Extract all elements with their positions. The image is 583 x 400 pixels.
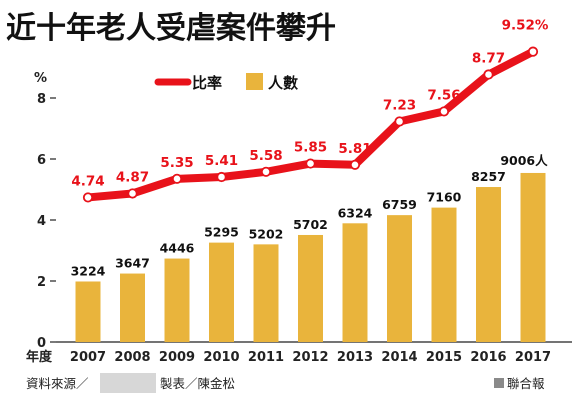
x-tick-label: 2013 <box>337 350 373 365</box>
rate-point <box>260 166 272 177</box>
chart-title: 近十年老人受虐案件攀升 <box>6 11 336 46</box>
y-tick-label: 0 <box>37 336 46 351</box>
rate-labels: 4.74 4.87 5.35 5.41 5.58 5.85 5.81 7.23 7.56 8.77… <box>71 18 549 190</box>
rate-point <box>438 106 450 117</box>
bar-value-label: 9006人 <box>500 153 548 168</box>
x-axis-prefix: 年度 <box>26 349 53 365</box>
y-unit-label: % <box>34 71 47 86</box>
legend: 比率 人數 <box>154 73 298 92</box>
rate-point <box>349 159 361 170</box>
bar <box>75 281 101 342</box>
x-tick-label: 2009 <box>159 350 195 365</box>
rate-value-label: 5.35 <box>160 155 193 171</box>
bar <box>431 207 457 342</box>
legend-label-count: 人數 <box>268 74 298 92</box>
bar <box>476 187 501 342</box>
rate-value-label: 5.58 <box>249 148 282 164</box>
rate-value-label: 7.56 <box>427 87 460 103</box>
bar-value-label: 5202 <box>249 226 284 241</box>
x-tick-label: 2016 <box>470 350 506 365</box>
x-tick-label: 2015 <box>426 350 462 365</box>
x-tick-label: 2011 <box>248 350 284 365</box>
rate-point <box>127 188 138 199</box>
x-tick-label: 2008 <box>114 350 150 365</box>
footer-source: 資料來源／ <box>26 376 89 391</box>
footer-publisher: 聯合報 <box>507 376 545 391</box>
rate-value-label: 8.77 <box>472 51 505 67</box>
bar <box>387 215 412 342</box>
bar-value-label: 3224 <box>71 263 106 278</box>
rate-point <box>483 69 494 80</box>
publisher-mark <box>494 378 504 388</box>
y-tick-label: 2 <box>37 275 46 290</box>
bar-value-label: 7160 <box>427 190 462 205</box>
y-tick-label: 6 <box>37 153 46 168</box>
bar-value-label: 5702 <box>293 217 328 232</box>
x-tick-label: 2010 <box>203 350 239 365</box>
x-tick-label: 2017 <box>515 350 551 365</box>
y-tick-label: 8 <box>37 92 46 107</box>
footer-made-by: 製表／陳金松 <box>160 376 235 391</box>
redacted-source-block <box>100 373 156 393</box>
x-tick-label: 2007 <box>70 350 106 365</box>
bar-value-label: 6324 <box>338 205 373 220</box>
bar <box>520 172 546 342</box>
bar-value-label: 5295 <box>204 225 239 240</box>
rate-line <box>84 47 537 202</box>
rate-point <box>82 192 94 203</box>
bar <box>298 234 323 342</box>
rate-series <box>82 46 539 203</box>
bar-value-label: 3647 <box>115 256 150 271</box>
bar <box>342 223 368 342</box>
y-tick-label: 4 <box>37 214 46 229</box>
bar <box>164 258 190 342</box>
rate-point <box>216 171 227 183</box>
bar <box>253 244 279 342</box>
rate-value-label: 5.85 <box>294 140 327 156</box>
x-tick-label: 2012 <box>292 350 328 365</box>
rate-value-label: 4.87 <box>116 169 149 185</box>
bar-labels: 3224 3647 4446 5295 5202 5702 6324 6759 7160 8257… <box>71 153 549 279</box>
rate-value-label: 5.41 <box>205 153 238 169</box>
bar-value-label: 6759 <box>382 197 417 212</box>
bar-series <box>75 172 546 342</box>
x-axis-ticks: 2007 2008 2009 2010 2011 2012 2013 2014 2015 2016… <box>70 350 551 365</box>
bar-value-label: 4446 <box>160 241 195 256</box>
rate-value-label: 7.23 <box>383 97 416 113</box>
legend-label-rate: 比率 <box>192 74 222 92</box>
rate-value-label: 4.74 <box>71 173 104 189</box>
rate-point <box>394 116 405 127</box>
rate-value-label: 9.52% <box>502 18 549 34</box>
y-axis-ticks: 0 2 4 6 8 <box>37 92 56 351</box>
x-tick-label: 2014 <box>381 350 417 365</box>
rate-point <box>171 173 183 184</box>
footer: 資料來源／ 製表／陳金松 聯合報 <box>26 373 545 393</box>
legend-swatch-count <box>246 73 263 90</box>
bar <box>120 273 145 342</box>
bar <box>209 242 234 342</box>
rate-point <box>305 158 316 169</box>
rate-point <box>527 46 539 57</box>
bar-value-label: 8257 <box>471 169 506 184</box>
rate-value-label: 5.81 <box>338 141 371 157</box>
